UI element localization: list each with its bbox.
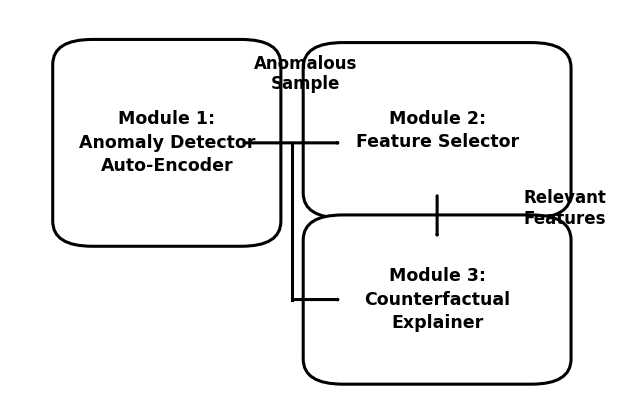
Text: Module 1:
Anomaly Detector
Auto-Encoder: Module 1: Anomaly Detector Auto-Encoder	[79, 110, 255, 175]
Text: Module 2:
Feature Selector: Module 2: Feature Selector	[356, 109, 518, 151]
FancyBboxPatch shape	[303, 43, 571, 218]
Text: Module 3:
Counterfactual
Explainer: Module 3: Counterfactual Explainer	[364, 267, 510, 332]
FancyBboxPatch shape	[52, 39, 281, 246]
Text: Anomalous
Sample: Anomalous Sample	[254, 55, 357, 93]
Text: Relevant
Features: Relevant Features	[524, 189, 607, 228]
FancyBboxPatch shape	[303, 215, 571, 384]
